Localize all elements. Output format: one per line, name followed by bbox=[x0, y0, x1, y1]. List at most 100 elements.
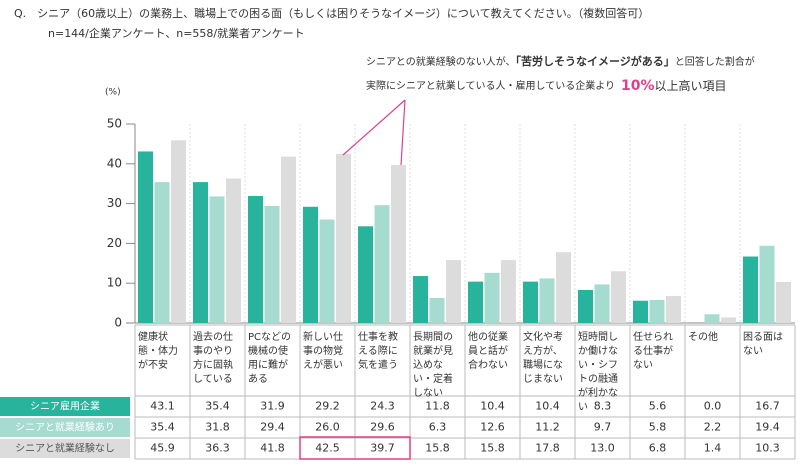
bar bbox=[209, 196, 225, 323]
bar bbox=[171, 140, 186, 323]
value-label: 1.4 bbox=[704, 442, 722, 455]
bar bbox=[319, 219, 335, 323]
y-tick-label: 20 bbox=[107, 236, 122, 250]
bar bbox=[721, 317, 736, 323]
bar bbox=[281, 156, 296, 323]
value-label: 19.4 bbox=[755, 421, 780, 434]
bar bbox=[743, 256, 758, 323]
y-tick-label: 0 bbox=[114, 316, 122, 330]
bar bbox=[776, 282, 791, 323]
bar bbox=[264, 205, 280, 323]
value-label: 10.4 bbox=[480, 400, 505, 413]
value-label: 0.0 bbox=[704, 400, 722, 413]
value-label: 15.8 bbox=[425, 442, 450, 455]
annotation-part: と回答した割合が bbox=[675, 55, 755, 68]
bar bbox=[666, 295, 681, 323]
legend-label: シニアと就業経験あり bbox=[15, 421, 115, 434]
bar bbox=[303, 206, 318, 323]
bar bbox=[429, 297, 445, 323]
y-tick-label: 30 bbox=[107, 196, 122, 210]
bar bbox=[391, 164, 406, 323]
x-tick-label: 文化や考え方が、職場になじまない bbox=[523, 332, 563, 385]
legend-label: シニアと就業経験なし bbox=[15, 442, 115, 455]
x-tick-label: 困る面はない bbox=[743, 332, 783, 357]
value-label: 5.8 bbox=[649, 421, 667, 434]
value-label: 17.8 bbox=[535, 442, 560, 455]
x-tick-label: 長期間の就業が見込めない・定着しない bbox=[413, 332, 453, 399]
annotation-part: 「苦労しそうなイメージがある」 bbox=[516, 54, 675, 68]
value-label: 6.8 bbox=[649, 442, 667, 455]
value-label: 43.1 bbox=[150, 400, 175, 413]
value-label: 5.6 bbox=[649, 400, 667, 413]
value-label: 8.3 bbox=[594, 400, 612, 413]
callout bbox=[299, 99, 411, 460]
value-label: 11.2 bbox=[535, 421, 560, 434]
bar bbox=[594, 284, 610, 323]
annotation: 実際にシニアと就業している人・雇用している企業より 10%以上高い項目 bbox=[366, 78, 727, 95]
y-tick-label: 10 bbox=[107, 276, 122, 290]
chart-title: Q. シニア（60歳以上）の業務上、職場上での困る面（もしくは困りそうなイメージ… bbox=[14, 6, 649, 20]
bar bbox=[193, 182, 208, 323]
bar bbox=[523, 281, 538, 323]
x-tick-label: 新しい仕事の物覚えが悪い bbox=[303, 332, 343, 371]
bar bbox=[759, 245, 775, 323]
x-tick-label: PCなどの機械の使用に難がある bbox=[248, 332, 292, 385]
callout-line bbox=[400, 99, 406, 166]
bar bbox=[611, 271, 626, 323]
annotation-part: シニアとの就業経験のない人が、 bbox=[366, 55, 516, 68]
legend-swatch bbox=[0, 418, 130, 437]
value-label: 31.9 bbox=[260, 400, 285, 413]
bar bbox=[413, 276, 428, 323]
value-label: 24.3 bbox=[370, 400, 395, 413]
x-tick-label: 健康状態・体力が不安 bbox=[138, 332, 178, 371]
bar bbox=[578, 289, 593, 323]
annotation-part: 実際にシニアと就業している人・雇用している企業より bbox=[366, 79, 615, 92]
bar bbox=[446, 260, 461, 323]
bar bbox=[336, 153, 351, 323]
value-label: 29.4 bbox=[260, 421, 285, 434]
value-label: 29.2 bbox=[315, 400, 340, 413]
bar bbox=[556, 252, 571, 323]
value-label: 39.7 bbox=[370, 442, 395, 455]
bar bbox=[154, 182, 170, 323]
value-label: 10.4 bbox=[535, 400, 560, 413]
bar bbox=[468, 281, 483, 323]
legend-swatch bbox=[0, 397, 130, 416]
value-label: 41.8 bbox=[260, 442, 285, 455]
bar bbox=[358, 226, 373, 323]
x-tick-label: 短時間しか働けない・シフトの融通が利かない bbox=[578, 332, 618, 413]
annotation: シニアとの就業経験のない人が、「苦労しそうなイメージがある」と回答した割合が bbox=[366, 54, 755, 68]
bar bbox=[226, 178, 241, 323]
bar bbox=[501, 260, 516, 323]
value-label: 36.3 bbox=[205, 442, 230, 455]
legend-label: シニア雇用企業 bbox=[30, 400, 100, 413]
bar bbox=[704, 314, 720, 323]
x-tick-label: その他 bbox=[688, 332, 718, 343]
value-label: 45.9 bbox=[150, 442, 175, 455]
bar bbox=[649, 299, 665, 323]
bar bbox=[633, 300, 648, 323]
annotation-part: 以上高い項目 bbox=[655, 78, 727, 93]
callout-line bbox=[342, 99, 406, 156]
x-tick-label: 他の従業員と話が合わない bbox=[468, 332, 508, 371]
value-label: 12.6 bbox=[480, 421, 505, 434]
legend-swatch bbox=[0, 439, 130, 458]
value-label: 42.5 bbox=[315, 442, 340, 455]
value-label: 29.6 bbox=[370, 421, 395, 434]
value-label: 15.8 bbox=[480, 442, 505, 455]
annotation-part: 10% bbox=[621, 78, 655, 94]
bar bbox=[374, 205, 390, 323]
y-tick-label: 40 bbox=[107, 156, 122, 170]
value-label: 26.0 bbox=[315, 421, 340, 434]
x-tick-label: 任せられる仕事がない bbox=[633, 332, 673, 371]
value-label: 31.8 bbox=[205, 421, 230, 434]
value-label: 2.2 bbox=[704, 421, 722, 434]
bar bbox=[138, 151, 153, 323]
bar bbox=[248, 196, 263, 323]
value-label: 35.4 bbox=[150, 421, 175, 434]
bar bbox=[539, 278, 555, 323]
value-label: 6.3 bbox=[429, 421, 447, 434]
value-label: 11.8 bbox=[425, 400, 450, 413]
bar bbox=[484, 272, 500, 323]
